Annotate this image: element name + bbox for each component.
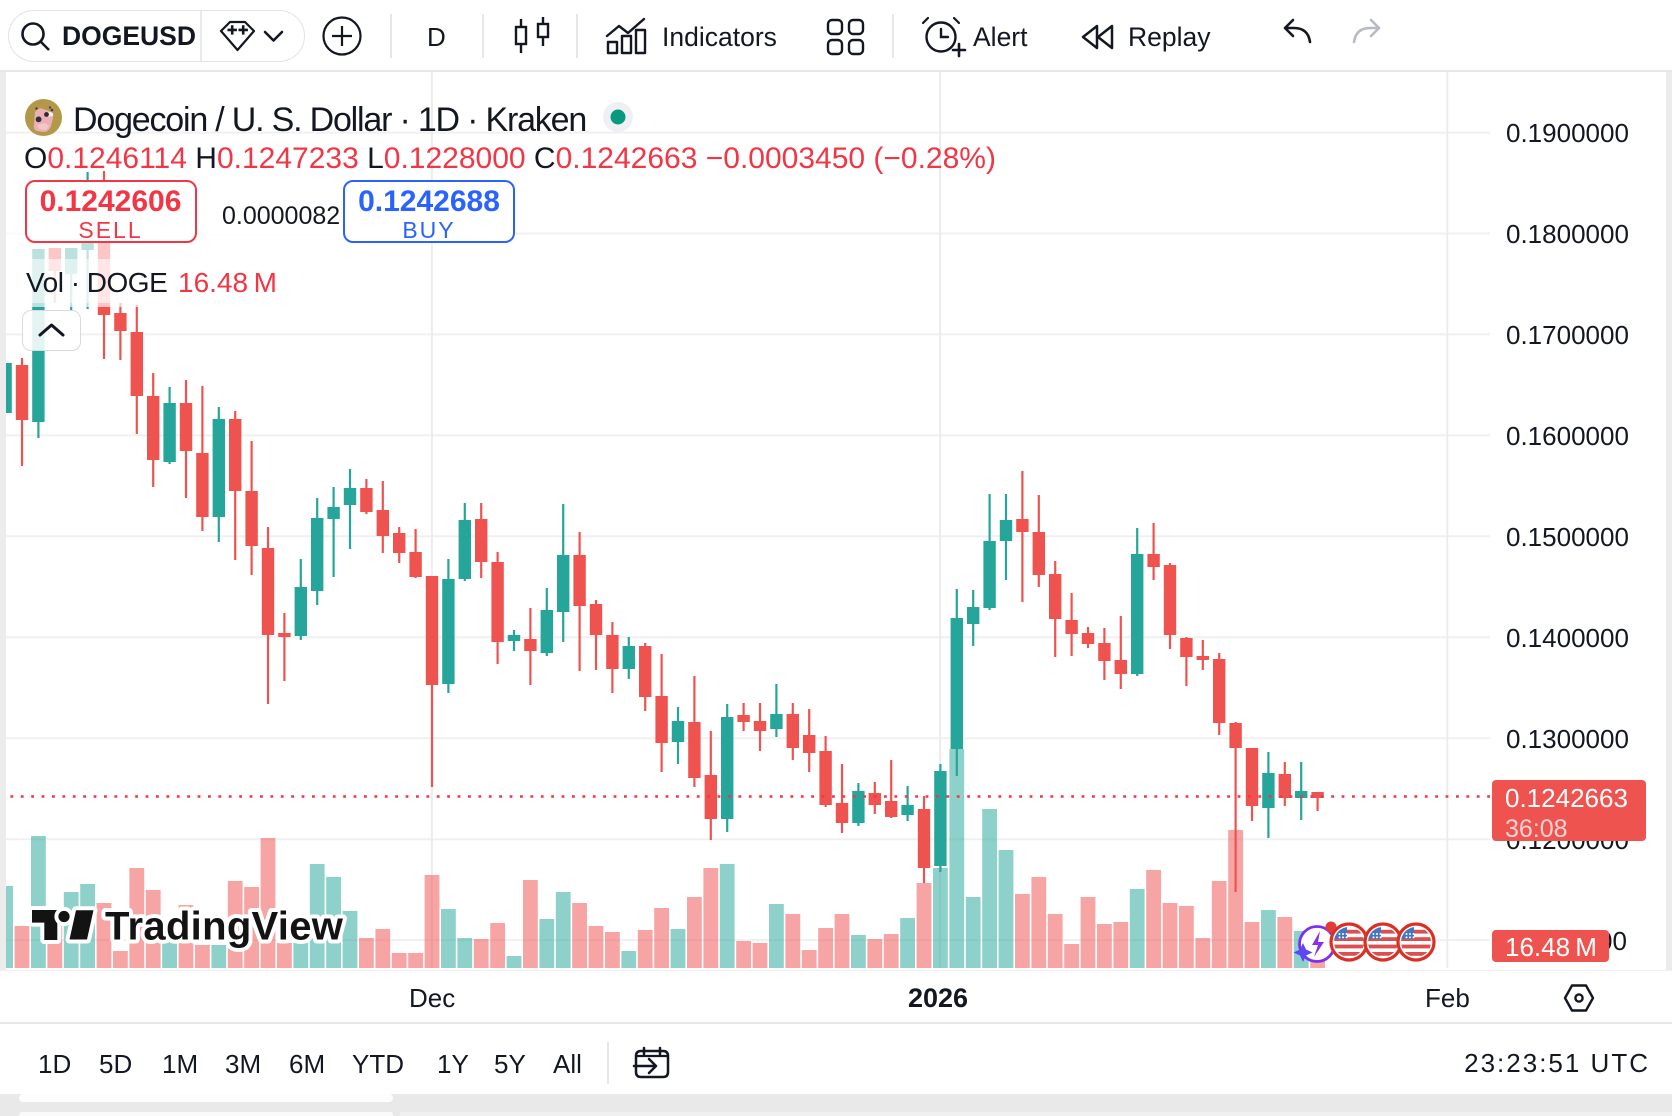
svg-text:TradingView: TradingView — [105, 905, 344, 949]
